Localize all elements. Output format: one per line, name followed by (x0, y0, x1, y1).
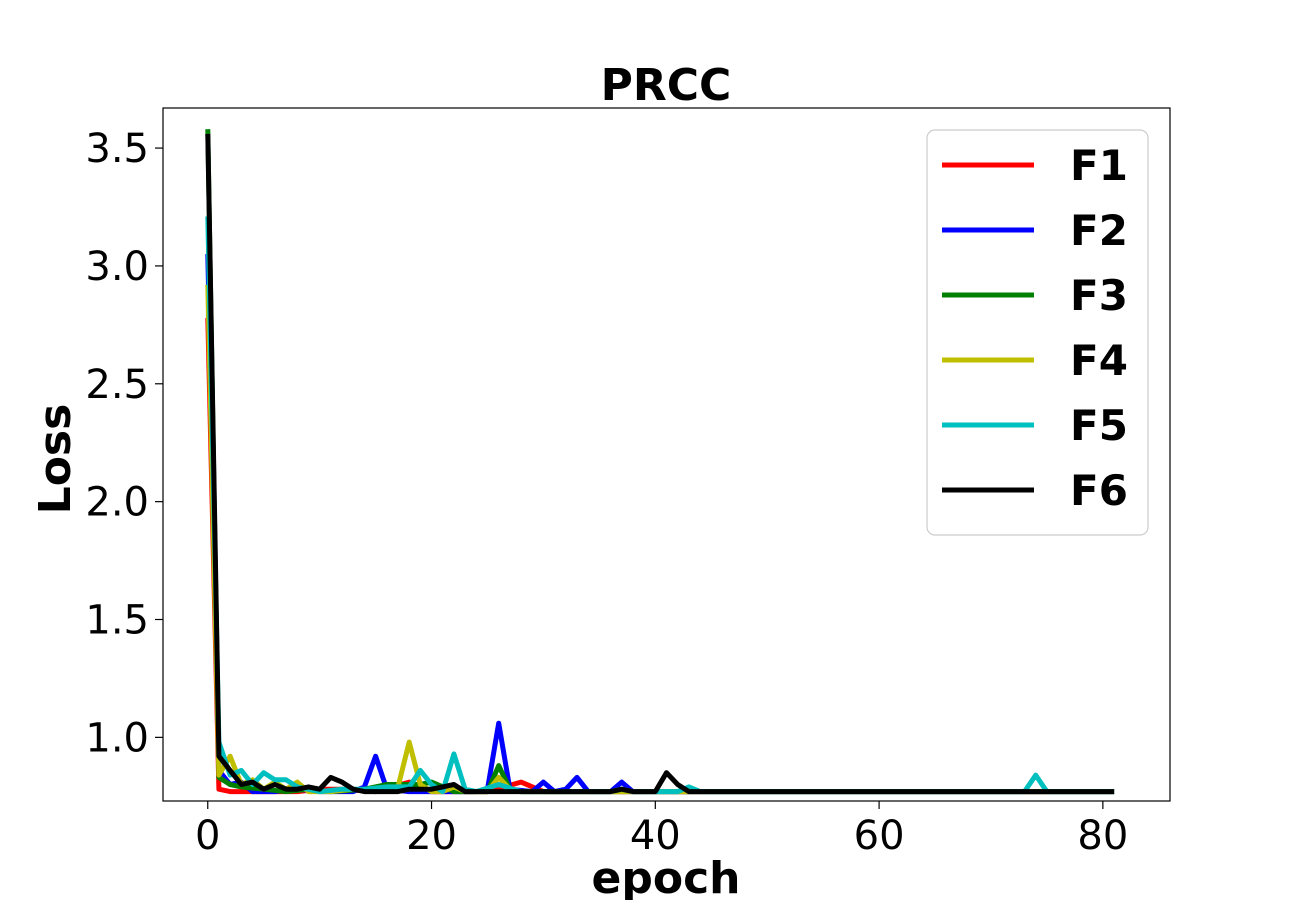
legend-label-f2: F2 (1070, 206, 1128, 255)
y-tick-label: 2.5 (85, 362, 149, 408)
x-tick-label: 40 (630, 813, 681, 859)
series-lines (205, 129, 1115, 795)
legend-label-f4: F4 (1070, 336, 1128, 385)
y-axis: 1.0 1.5 2.0 2.5 3.0 3.5 (85, 126, 163, 761)
x-tick-label: 20 (406, 813, 457, 859)
plot-area-frame (162, 107, 1171, 802)
x-axis: 0 20 40 60 80 (195, 801, 1128, 859)
x-tick-label: 60 (854, 813, 905, 859)
x-tick-label: 0 (195, 813, 220, 859)
series-line-f5 (205, 216, 1115, 795)
legend: F1 F2 F3 F4 F5 F6 (926, 129, 1149, 536)
x-tick-label: 80 (1077, 813, 1128, 859)
legend-label-f3: F3 (1070, 271, 1128, 320)
legend-label-f5: F5 (1070, 401, 1128, 450)
legend-label-f6: F6 (1070, 466, 1128, 515)
y-tick-label: 1.5 (85, 598, 149, 644)
legend-label-f1: F1 (1070, 141, 1128, 190)
y-tick-label: 3.0 (85, 244, 149, 290)
y-tick-label: 2.0 (85, 480, 149, 526)
series-line-f6 (205, 133, 1115, 795)
chart-title: PRCC (601, 60, 732, 111)
x-axis-label: epoch (592, 853, 741, 900)
y-tick-label: 3.5 (85, 126, 149, 172)
y-axis-label: Loss (30, 404, 81, 515)
y-tick-label: 1.0 (85, 715, 149, 761)
